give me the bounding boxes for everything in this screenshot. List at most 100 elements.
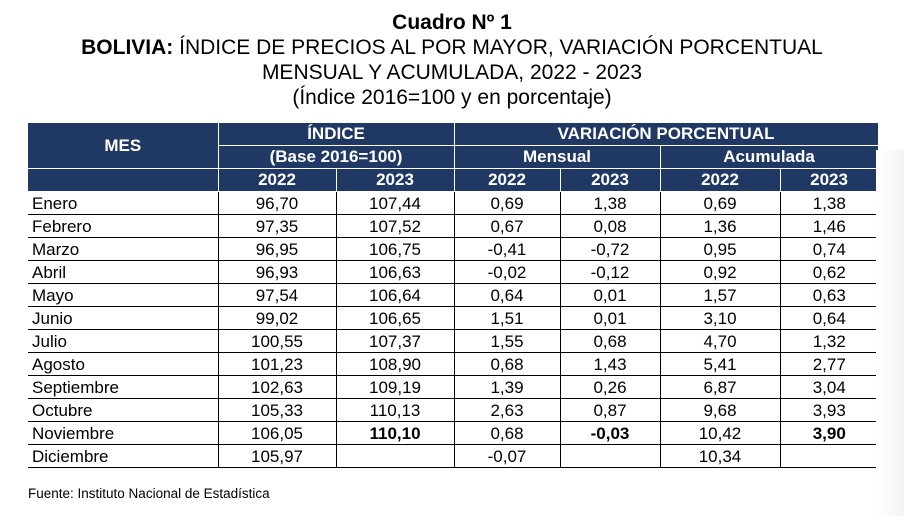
cell-indice-2022: 106,05 bbox=[218, 421, 337, 445]
cell-acumulada-2022: 0,92 bbox=[660, 260, 781, 284]
header-year: 2022 bbox=[453, 168, 561, 192]
cell-mes: Junio bbox=[28, 306, 219, 330]
cell-mensual-2023: 0,68 bbox=[560, 329, 661, 353]
table-title-line2: MENSUAL Y ACUMULADA, 2022 - 2023 bbox=[261, 61, 643, 84]
cell-mensual-2022: 0,67 bbox=[454, 214, 561, 238]
cell-acumulada-2023: 3,90 bbox=[780, 421, 879, 445]
cell-indice-2022: 105,97 bbox=[218, 444, 337, 468]
cell-mes: Marzo bbox=[28, 237, 219, 261]
cell-indice-2022: 100,55 bbox=[218, 329, 337, 353]
header-year: 2023 bbox=[559, 168, 661, 192]
cell-acumulada-2022: 0,95 bbox=[660, 237, 781, 261]
cell-acumulada-2023: 0,74 bbox=[780, 237, 879, 261]
cell-mensual-2022: 1,39 bbox=[454, 375, 561, 399]
cell-mes: Noviembre bbox=[28, 421, 219, 445]
table-row: Noviembre 106,05 110,10 0,68 -0,03 10,42 3,90 bbox=[28, 421, 879, 445]
table-body: Enero 96,70 107,44 0,69 1,38 0,69 1,38 Febrero 9… bbox=[28, 191, 879, 468]
source-note: Fuente: Instituto Nacional de Estadístic… bbox=[28, 486, 270, 501]
cell-mensual-2022: 1,55 bbox=[454, 329, 561, 353]
table-row: Abril 96,93 106,63 -0,02 -0,12 0,92 0,62 bbox=[28, 260, 879, 284]
header-mensual: Mensual bbox=[453, 145, 661, 169]
cell-acumulada-2022: 10,42 bbox=[660, 421, 781, 445]
table-row: Marzo 96,95 106,75 -0,41 -0,72 0,95 0,74 bbox=[28, 237, 879, 261]
header-mes-blank bbox=[28, 168, 219, 192]
cell-indice-2023: 106,64 bbox=[336, 283, 455, 307]
cell-indice-2023: 109,19 bbox=[336, 375, 455, 399]
table-row: Agosto 101,23 108,90 0,68 1,43 5,41 2,77 bbox=[28, 352, 879, 376]
cell-acumulada-2023: 1,32 bbox=[780, 329, 879, 353]
header-indice: ÍNDICE bbox=[217, 122, 455, 146]
cell-indice-2022: 96,70 bbox=[218, 191, 337, 215]
header-year: 2023 bbox=[779, 168, 879, 192]
header-indice-base: (Base 2016=100) bbox=[217, 145, 455, 169]
cell-indice-2022: 97,54 bbox=[218, 283, 337, 307]
cell-acumulada-2022: 6,87 bbox=[660, 375, 781, 399]
cell-mensual-2023: 0,01 bbox=[560, 283, 661, 307]
cell-indice-2023: 108,90 bbox=[336, 352, 455, 376]
cell-acumulada-2023: 0,62 bbox=[780, 260, 879, 284]
cell-indice-2023 bbox=[336, 444, 455, 468]
title-block: Cuadro Nº 1 BOLIVIA: ÍNDICE DE PRECIOS A… bbox=[0, 10, 904, 110]
cell-mensual-2022: 0,68 bbox=[454, 352, 561, 376]
cell-mensual-2023: 0,01 bbox=[560, 306, 661, 330]
cell-mensual-2022: -0,07 bbox=[454, 444, 561, 468]
cell-mes: Febrero bbox=[28, 214, 219, 238]
cell-acumulada-2022: 9,68 bbox=[660, 398, 781, 422]
header-year: 2022 bbox=[659, 168, 781, 192]
header-year: 2022 bbox=[217, 168, 337, 192]
cell-acumulada-2023: 0,64 bbox=[780, 306, 879, 330]
cell-indice-2022: 102,63 bbox=[218, 375, 337, 399]
cell-acumulada-2023: 1,46 bbox=[780, 214, 879, 238]
cell-indice-2022: 105,33 bbox=[218, 398, 337, 422]
table-row: Junio 99,02 106,65 1,51 0,01 3,10 0,64 bbox=[28, 306, 879, 330]
cell-indice-2022: 96,95 bbox=[218, 237, 337, 261]
cell-acumulada-2023: 3,04 bbox=[780, 375, 879, 399]
cell-acumulada-2023: 0,63 bbox=[780, 283, 879, 307]
cell-indice-2023: 107,44 bbox=[336, 191, 455, 215]
cell-mensual-2023: -0,12 bbox=[560, 260, 661, 284]
cell-mensual-2022: 1,51 bbox=[454, 306, 561, 330]
cell-mensual-2023: 0,87 bbox=[560, 398, 661, 422]
table-row: Enero 96,70 107,44 0,69 1,38 0,69 1,38 bbox=[28, 191, 879, 215]
table-row: Mayo 97,54 106,64 0,64 0,01 1,57 0,63 bbox=[28, 283, 879, 307]
cell-mes: Diciembre bbox=[28, 444, 219, 468]
table-row: Julio 100,55 107,37 1,55 0,68 4,70 1,32 bbox=[28, 329, 879, 353]
cell-indice-2022: 101,23 bbox=[218, 352, 337, 376]
cell-acumulada-2022: 0,69 bbox=[660, 191, 781, 215]
cell-indice-2022: 96,93 bbox=[218, 260, 337, 284]
table-row: Diciembre 105,97 -0,07 10,34 bbox=[28, 444, 879, 468]
cell-indice-2023: 106,63 bbox=[336, 260, 455, 284]
cell-indice-2023: 110,13 bbox=[336, 398, 455, 422]
table-subtitle: (Índice 2016=100 y en porcentaje) bbox=[292, 86, 612, 109]
cell-indice-2023: 110,10 bbox=[336, 421, 455, 445]
cell-acumulada-2022: 1,36 bbox=[660, 214, 781, 238]
cell-mes: Abril bbox=[28, 260, 219, 284]
cell-acumulada-2022: 5,41 bbox=[660, 352, 781, 376]
header-variacion: VARIACIÓN PORCENTUAL bbox=[453, 122, 879, 146]
table-row: Octubre 105,33 110,13 2,63 0,87 9,68 3,93 bbox=[28, 398, 879, 422]
cell-mensual-2023: -0,03 bbox=[560, 421, 661, 445]
cell-mes: Septiembre bbox=[28, 375, 219, 399]
table-row: Septiembre 102,63 109,19 1,39 0,26 6,87 3,04 bbox=[28, 375, 879, 399]
cell-indice-2023: 106,75 bbox=[336, 237, 455, 261]
cell-mensual-2023: 1,43 bbox=[560, 352, 661, 376]
cell-mes: Mayo bbox=[28, 283, 219, 307]
cuadro-number: Cuadro Nº 1 bbox=[392, 11, 512, 34]
cell-mensual-2023: 1,38 bbox=[560, 191, 661, 215]
cell-indice-2022: 97,35 bbox=[218, 214, 337, 238]
header-acumulada: Acumulada bbox=[659, 145, 879, 169]
cell-acumulada-2022: 1,57 bbox=[660, 283, 781, 307]
cell-mensual-2022: 2,63 bbox=[454, 398, 561, 422]
cell-mes: Enero bbox=[28, 191, 219, 215]
title-text-line1: ÍNDICE DE PRECIOS AL POR MAYOR, VARIACIÓ… bbox=[173, 36, 823, 59]
cell-mensual-2023: 0,26 bbox=[560, 375, 661, 399]
cell-mensual-2022: 0,64 bbox=[454, 283, 561, 307]
cell-mes: Julio bbox=[28, 329, 219, 353]
cell-mensual-2023 bbox=[560, 444, 661, 468]
cell-mensual-2022: -0,41 bbox=[454, 237, 561, 261]
cell-acumulada-2023: 1,38 bbox=[780, 191, 879, 215]
cell-mensual-2022: -0,02 bbox=[454, 260, 561, 284]
table-title-line1: BOLIVIA: ÍNDICE DE PRECIOS AL POR MAYOR,… bbox=[0, 35, 904, 60]
cell-mensual-2023: 0,08 bbox=[560, 214, 661, 238]
cell-acumulada-2022: 10,34 bbox=[660, 444, 781, 468]
